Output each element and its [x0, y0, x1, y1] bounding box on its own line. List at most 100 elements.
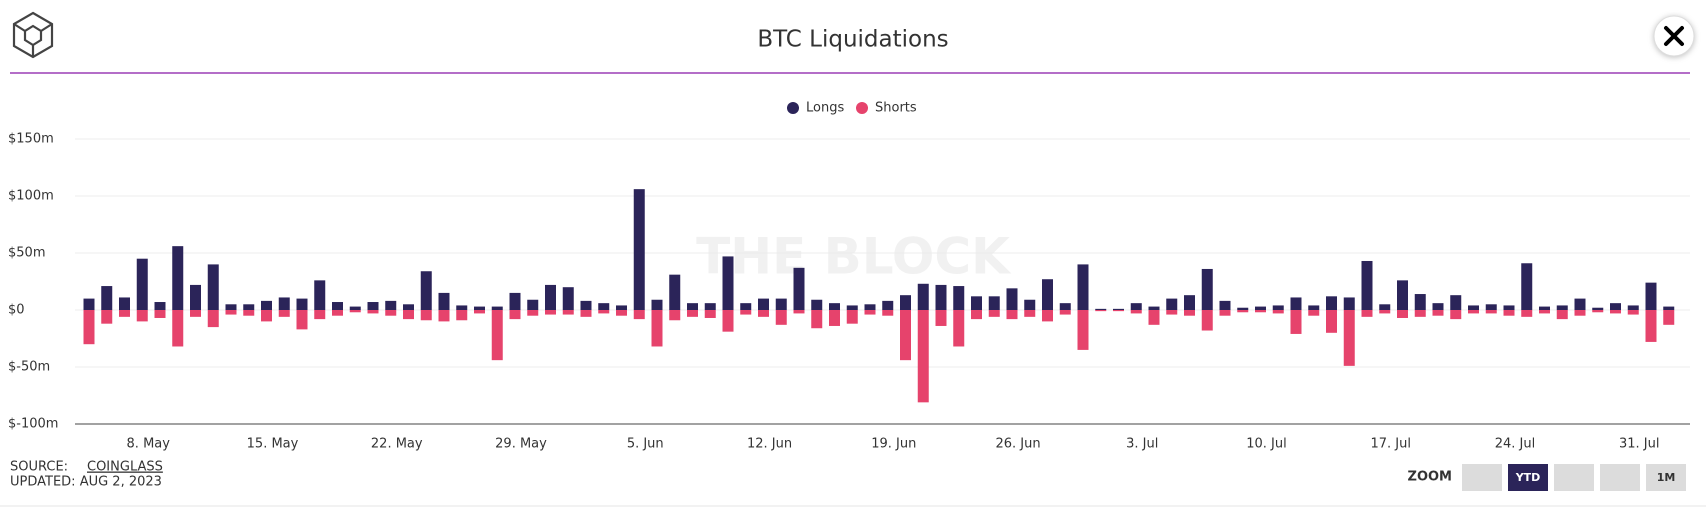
bar: [1521, 310, 1533, 317]
bar: [1627, 310, 1639, 315]
legend-label: Shorts: [875, 101, 917, 116]
bar: [829, 303, 840, 310]
bar: [1485, 304, 1497, 310]
bar: [1077, 310, 1089, 350]
bar: [491, 310, 503, 361]
bar: [1432, 310, 1444, 316]
bar: [332, 310, 343, 316]
x-tick-label: 26. Jun: [995, 437, 1040, 452]
bar: [172, 246, 184, 310]
bar: [1592, 310, 1604, 313]
source-link[interactable]: COINGLASS: [87, 460, 163, 475]
zoom-button-label[interactable]: 1M: [1657, 471, 1676, 484]
bar: [1184, 310, 1195, 316]
y-tick-label: $150m: [8, 132, 54, 147]
bar: [882, 300, 894, 310]
x-tick-label: 8. May: [127, 437, 171, 452]
bar: [1006, 288, 1018, 310]
bar: [935, 310, 947, 326]
bar: [1237, 310, 1249, 313]
bar: [83, 310, 95, 345]
bar: [385, 310, 397, 316]
bar: [1024, 299, 1036, 310]
close-button[interactable]: [1653, 15, 1695, 57]
bar: [1645, 282, 1657, 310]
bar: [403, 310, 414, 320]
bar: [1042, 279, 1053, 310]
bar: [651, 299, 663, 310]
bar: [1077, 264, 1089, 310]
zoom-button[interactable]: [1600, 464, 1640, 491]
bar: [438, 310, 450, 322]
bar: [261, 300, 272, 310]
bar: [864, 304, 876, 310]
bar: [1574, 310, 1586, 316]
bar: [420, 310, 432, 321]
bar: [119, 310, 130, 317]
bar: [900, 310, 911, 361]
bar: [562, 287, 574, 310]
bar: [1326, 296, 1337, 310]
bar: [1556, 310, 1568, 320]
bar: [509, 310, 521, 320]
bar: [190, 284, 201, 310]
bar: [1290, 297, 1302, 310]
x-tick-label: 12. Jun: [747, 437, 792, 452]
bar: [1148, 306, 1160, 310]
updated-date: UPDATED: AUG 2, 2023: [10, 475, 162, 490]
bar: [669, 310, 681, 321]
bar: [545, 310, 556, 315]
bar: [1450, 310, 1462, 320]
bar: [953, 286, 965, 310]
x-tick-label: 19. Jun: [871, 437, 916, 452]
logo: [12, 11, 54, 59]
bar: [296, 298, 308, 310]
bar: [1343, 310, 1355, 366]
bar: [1521, 263, 1533, 310]
bar: [704, 310, 716, 318]
zoom-button[interactable]: [1554, 464, 1594, 491]
y-tick-label: $-100m: [8, 417, 58, 432]
y-tick-label: $0: [8, 303, 25, 318]
bar: [261, 310, 272, 322]
chart-title: BTC Liquidations: [757, 27, 948, 53]
zoom-button-label[interactable]: YTD: [1515, 471, 1541, 484]
bar: [207, 310, 219, 328]
bar: [1556, 305, 1568, 310]
bar: [1432, 303, 1444, 310]
zoom-button[interactable]: [1646, 464, 1686, 491]
bar: [119, 297, 130, 310]
bar: [1148, 310, 1160, 325]
bar: [882, 310, 894, 316]
bar: [527, 299, 539, 310]
bar: [1006, 310, 1018, 320]
x-tick-label: 31. Jul: [1619, 437, 1660, 452]
bar: [172, 310, 184, 347]
bar: [1645, 310, 1657, 342]
bar: [988, 310, 1000, 317]
legend-swatch: [856, 102, 868, 114]
bar: [1397, 280, 1408, 310]
bar: [1485, 310, 1497, 314]
bar: [651, 310, 663, 347]
bar: [633, 189, 645, 310]
bar: [740, 303, 752, 310]
bar: [1539, 306, 1550, 310]
bar: [1113, 308, 1124, 310]
bar: [1201, 268, 1213, 310]
bar: [793, 310, 805, 314]
bar: [1255, 306, 1266, 310]
bar: [775, 310, 787, 325]
legend-label: Longs: [806, 101, 844, 116]
bar: [314, 280, 326, 310]
x-tick-label: 29. May: [495, 437, 547, 452]
bar: [775, 298, 787, 310]
zoom-button-active[interactable]: [1508, 464, 1548, 491]
bar: [704, 303, 716, 310]
bar: [1042, 310, 1053, 322]
bar: [349, 306, 361, 310]
bar: [616, 305, 627, 310]
bar: [1361, 310, 1373, 317]
zoom-button[interactable]: [1462, 464, 1502, 491]
bar: [1414, 310, 1426, 317]
